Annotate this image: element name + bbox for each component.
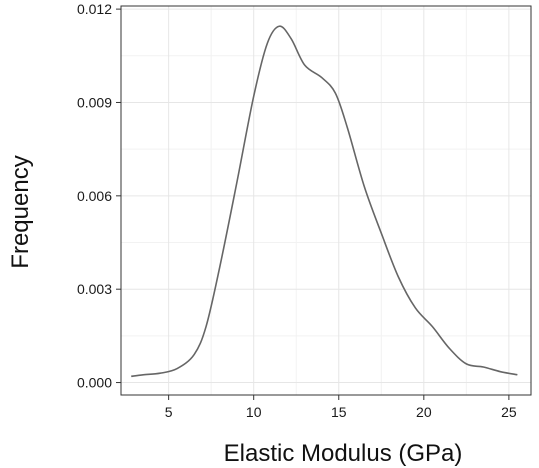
y-tick-label: 0.003 (77, 281, 112, 297)
x-tick-label: 10 (246, 404, 262, 420)
density-curve (131, 25, 518, 378)
y-tick-label: 0.006 (77, 188, 112, 204)
x-axis-ticks: 5 10 15 20 25 (165, 395, 517, 420)
y-axis-title: Frequency (7, 155, 34, 268)
x-tick-label: 25 (501, 404, 517, 420)
x-axis-title: Elastic Modulus (GPa) (224, 440, 463, 467)
y-axis-ticks: 0.000 0.003 0.006 0.009 0.012 (77, 1, 121, 391)
x-tick-label: 20 (416, 404, 432, 420)
x-tick-label: 5 (165, 404, 173, 420)
major-gridlines (121, 6, 531, 395)
y-tick-label: 0.000 (77, 375, 112, 391)
minor-gridlines (121, 6, 531, 395)
x-tick-label: 15 (331, 404, 347, 420)
plot-panel-border (120, 5, 532, 396)
y-tick-label: 0.009 (77, 94, 112, 110)
y-tick-label: 0.012 (77, 1, 112, 17)
